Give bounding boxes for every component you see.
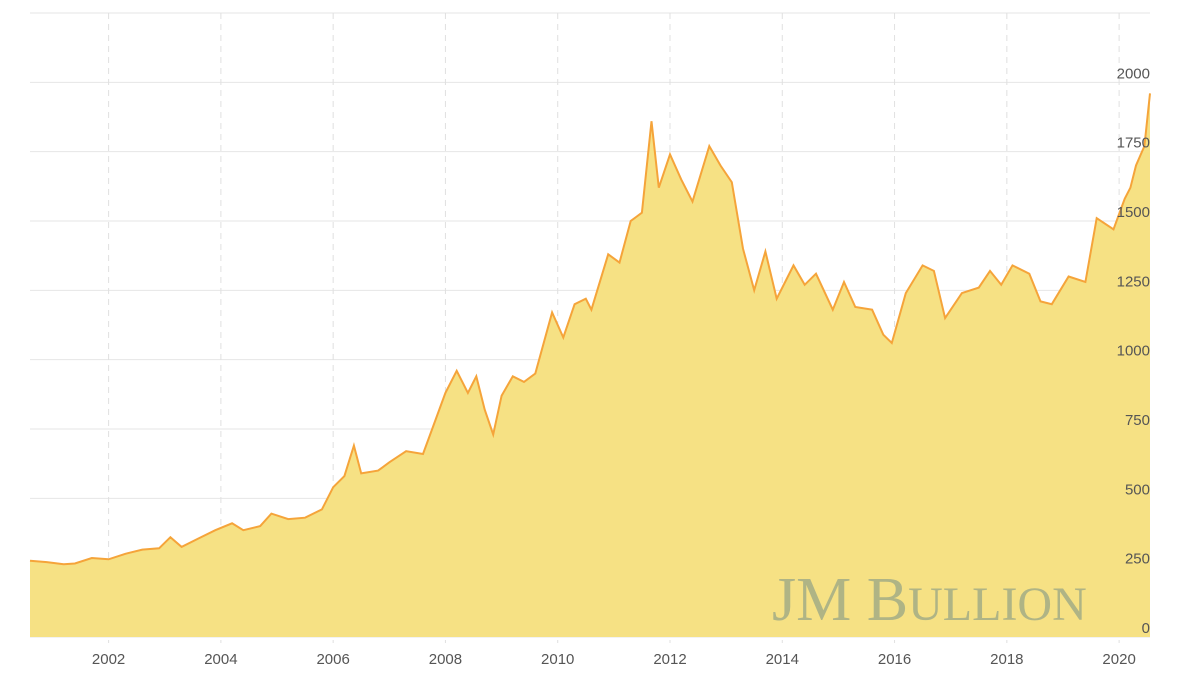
y-axis: 0 250 500 750 1000 1250 1500 1750 2000: [1117, 65, 1150, 637]
y-tick-label: 0: [1142, 620, 1150, 637]
x-tick-label: 2020: [1102, 651, 1135, 668]
x-tick-label: 2010: [541, 651, 574, 668]
y-tick-label: 2000: [1117, 65, 1150, 82]
y-tick-label: 1250: [1117, 273, 1150, 290]
x-tick-label: 2006: [316, 651, 349, 668]
y-tick-label: 250: [1125, 551, 1150, 568]
x-tick-label: 2016: [878, 651, 911, 668]
y-tick-label: 1500: [1117, 204, 1150, 221]
x-axis: 2002 2004 2006 2008 2010 2012 2014 2016 2018 2020: [92, 651, 1136, 668]
x-tick-label: 2002: [92, 651, 125, 668]
x-tick-label: 2008: [429, 651, 462, 668]
y-tick-label: 1750: [1117, 135, 1150, 152]
x-tick-label: 2012: [653, 651, 686, 668]
watermark-logo: JM BULLION: [772, 566, 1087, 634]
x-tick-label: 2018: [990, 651, 1023, 668]
x-tick-label: 2004: [204, 651, 237, 668]
price-line: [29, 93, 1151, 566]
y-tick-label: 750: [1125, 412, 1150, 429]
x-tick-label: 2014: [766, 651, 799, 668]
y-tick-label: 500: [1125, 481, 1150, 498]
price-area-fill: [30, 93, 1150, 637]
y-tick-label: 1000: [1117, 343, 1150, 360]
